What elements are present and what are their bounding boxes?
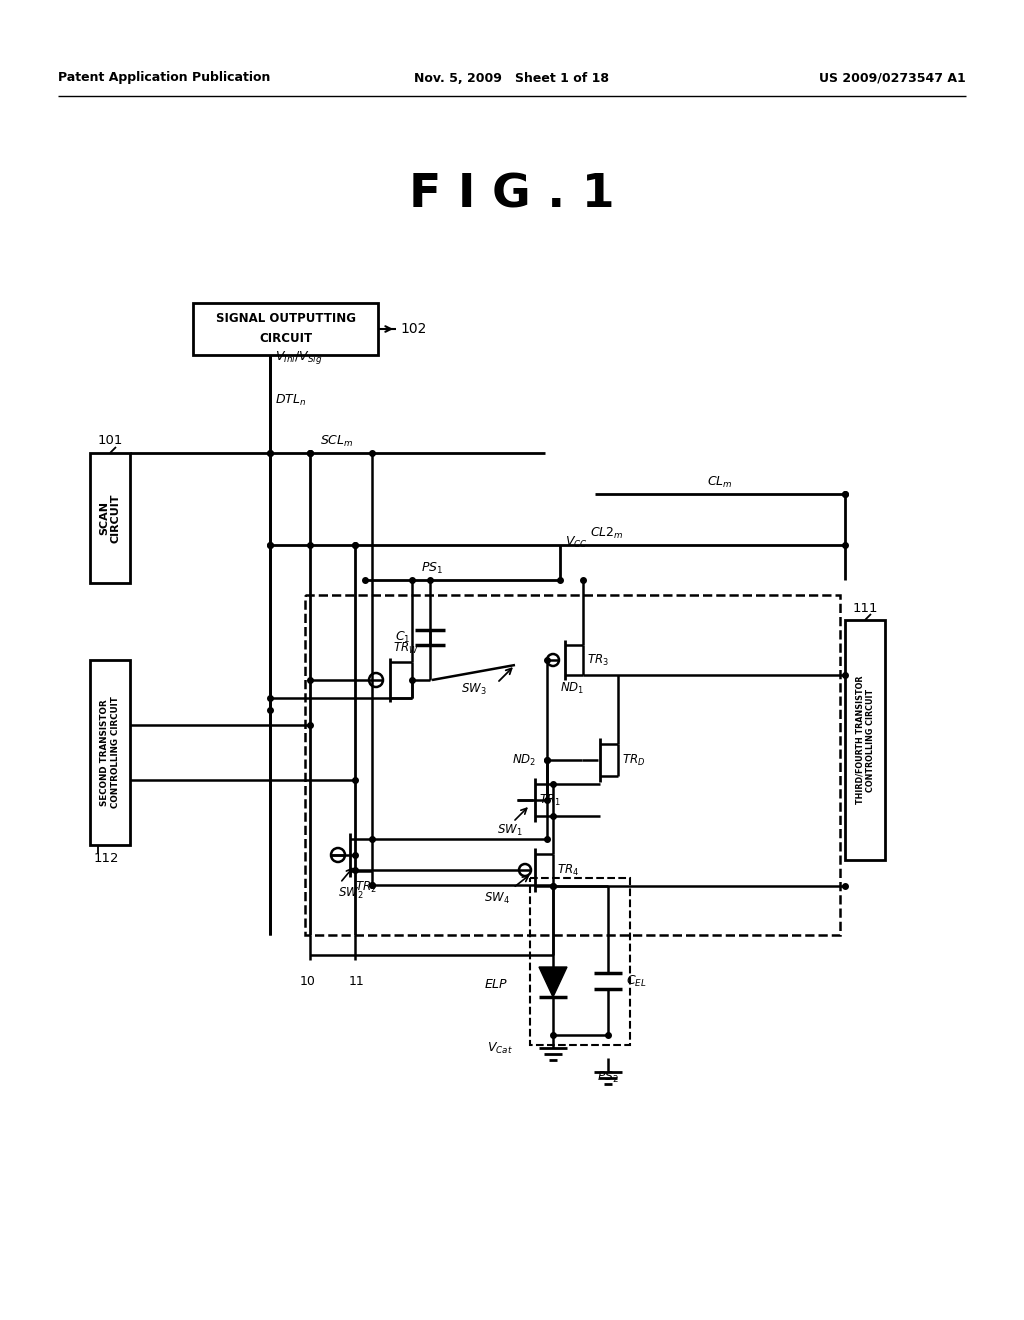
Text: $ELP$: $ELP$ xyxy=(483,978,508,991)
Text: $ND_1$: $ND_1$ xyxy=(560,680,585,696)
Text: Nov. 5, 2009   Sheet 1 of 18: Nov. 5, 2009 Sheet 1 of 18 xyxy=(415,71,609,84)
Text: $TR_3$: $TR_3$ xyxy=(587,652,609,668)
Text: $TR_4$: $TR_4$ xyxy=(557,862,580,878)
Text: 112: 112 xyxy=(94,853,120,866)
Text: 11: 11 xyxy=(349,975,365,987)
Text: SIGNAL OUTPUTTING: SIGNAL OUTPUTTING xyxy=(215,313,355,326)
Text: $PS_1$: $PS_1$ xyxy=(421,561,443,576)
Text: $SW_3$: $SW_3$ xyxy=(462,681,487,697)
Text: $V_{CC}$: $V_{CC}$ xyxy=(565,535,588,549)
Text: $SW_1$: $SW_1$ xyxy=(497,822,522,838)
Text: $TR_W$: $TR_W$ xyxy=(393,640,419,656)
Text: SCAN
CIRCUIT: SCAN CIRCUIT xyxy=(99,494,121,543)
Text: 101: 101 xyxy=(97,434,123,447)
Text: $TR_D$: $TR_D$ xyxy=(622,752,645,767)
Text: 111: 111 xyxy=(852,602,878,615)
Bar xyxy=(305,595,840,935)
Bar xyxy=(193,304,378,355)
Text: $DTL_n$: $DTL_n$ xyxy=(275,392,306,408)
Text: F I G . 1: F I G . 1 xyxy=(410,173,614,218)
Bar xyxy=(845,620,885,861)
Text: THIRD/FOURTH TRANSISTOR
CONTROLLING CIRCUIT: THIRD/FOURTH TRANSISTOR CONTROLLING CIRC… xyxy=(855,676,874,804)
Bar xyxy=(90,453,130,583)
Text: $CL2_m$: $CL2_m$ xyxy=(590,525,624,541)
Text: $TR_2$: $TR_2$ xyxy=(355,879,377,895)
Text: $CL_m$: $CL_m$ xyxy=(708,474,733,490)
Text: 102: 102 xyxy=(400,322,426,337)
Text: $SCL_m$: $SCL_m$ xyxy=(321,433,353,449)
Text: $SW_2$: $SW_2$ xyxy=(338,886,364,900)
Text: CIRCUIT: CIRCUIT xyxy=(259,333,312,346)
Text: US 2009/0273547 A1: US 2009/0273547 A1 xyxy=(819,71,966,84)
Bar xyxy=(530,878,630,1045)
Text: $V_{Ini}$/$V_{Sig}$: $V_{Ini}$/$V_{Sig}$ xyxy=(275,350,323,367)
Text: $C_{EL}$: $C_{EL}$ xyxy=(626,973,646,989)
Text: Patent Application Publication: Patent Application Publication xyxy=(58,71,270,84)
Text: $V_{Cat}$: $V_{Cat}$ xyxy=(487,1040,513,1056)
Text: SECOND TRANSISTOR
CONTROLLING CIRCUIT: SECOND TRANSISTOR CONTROLLING CIRCUIT xyxy=(100,697,120,808)
Text: $TR_1$: $TR_1$ xyxy=(539,792,561,808)
Text: $SW_4$: $SW_4$ xyxy=(484,891,510,906)
Text: $C_1$: $C_1$ xyxy=(394,630,410,644)
Polygon shape xyxy=(539,968,567,997)
Text: $ND_2$: $ND_2$ xyxy=(512,752,537,767)
Text: 10: 10 xyxy=(300,975,316,987)
Bar xyxy=(90,660,130,845)
Text: $PS_2$: $PS_2$ xyxy=(597,1071,620,1085)
